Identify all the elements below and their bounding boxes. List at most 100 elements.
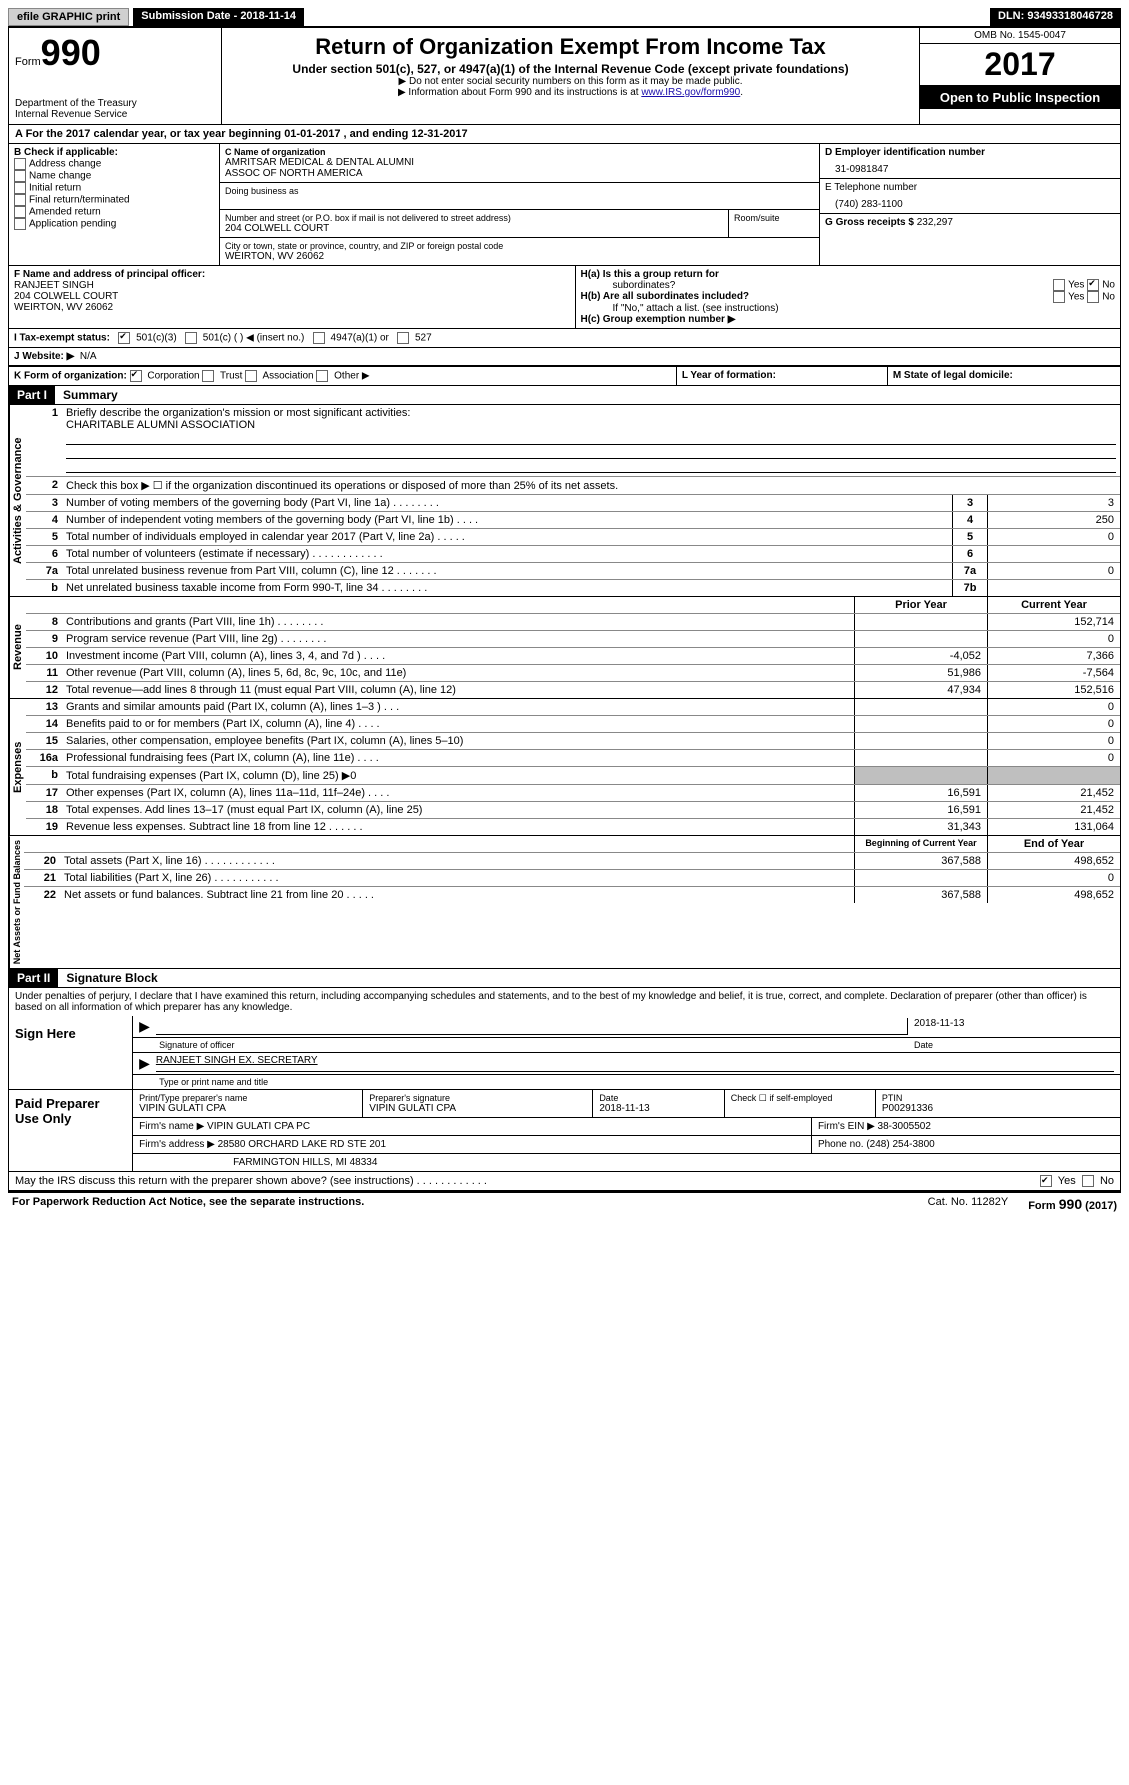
may-irs-no[interactable] [1082,1175,1094,1187]
table-row: 22Net assets or fund balances. Subtract … [24,887,1120,903]
revenue-block: Revenue Prior Year Current Year 8Contrib… [8,597,1121,699]
table-row: 8Contributions and grants (Part VIII, li… [26,614,1120,631]
hc-label: H(c) Group exemption number ▶ [581,314,736,325]
gov-row: 4Number of independent voting members of… [26,512,1120,529]
prior-year-header: Prior Year [854,597,987,613]
year-formation-label: L Year of formation: [682,370,776,381]
room-label: Room/suite [734,213,814,223]
prep-name-label: Print/Type preparer's name [139,1093,356,1103]
ha-label: H(a) Is this a group return for [581,269,719,280]
officer-name: RANJEET SINGH [14,280,570,291]
paperwork-notice: For Paperwork Reduction Act Notice, see … [12,1196,908,1212]
phone-label: E Telephone number [825,182,1115,193]
section-bcd: B Check if applicable: Address change Na… [8,144,1121,266]
may-irs-yes[interactable] [1040,1175,1052,1187]
sig-date: 2018-11-13 [907,1018,1114,1035]
prep-name: VIPIN GULATI CPA [139,1103,356,1114]
table-row: 13Grants and similar amounts paid (Part … [26,699,1120,716]
part1-title: Summary [55,386,1120,404]
officer-addr2: WEIRTON, WV 26062 [14,302,570,313]
current-year-header: Current Year [987,597,1120,613]
firm-addr1: 28580 ORCHARD LAKE RD STE 201 [218,1139,386,1150]
sign-here-label: Sign Here [9,1016,133,1089]
tax-year: 2017 [920,44,1120,86]
part1-header: Part I Summary [8,386,1121,405]
netassets-block: Net Assets or Fund Balances Beginning of… [8,836,1121,969]
dept-treasury: Department of the Treasury [15,98,215,109]
governance-label: Activities & Governance [9,405,26,596]
irs-link[interactable]: www.IRS.gov/form990 [641,87,740,98]
prep-sig-label: Preparer's signature [369,1093,586,1103]
org-name-1: AMRITSAR MEDICAL & DENTAL ALUMNI [225,157,814,168]
cb-trust[interactable] [202,370,214,382]
org-name-2: ASSOC OF NORTH AMERICA [225,168,814,179]
dln-number: DLN: 93493318046728 [990,8,1121,26]
table-row: 21Total liabilities (Part X, line 26) . … [24,870,1120,887]
mission-value: CHARITABLE ALUMNI ASSOCIATION [66,419,1116,431]
section-f: F Name and address of principal officer:… [9,266,576,328]
checkbox-initial-return[interactable] [14,182,26,194]
website-label: J Website: ▶ [14,351,74,362]
signature-block: Under penalties of perjury, I declare th… [8,988,1121,1090]
preparer-block: Paid Preparer Use Only Print/Type prepar… [8,1090,1121,1172]
omb-number: OMB No. 1545-0047 [920,28,1120,44]
arrow-icon: ▶ [139,1018,150,1035]
hb-no[interactable] [1087,291,1099,303]
table-row: 17Other expenses (Part IX, column (A), l… [26,785,1120,802]
ptin-value: P00291336 [882,1103,1114,1114]
firm-addr-label: Firm's address ▶ [139,1139,215,1150]
cb-501c3[interactable] [118,332,130,344]
section-a-taxyear: A For the 2017 calendar year, or tax yea… [8,125,1121,144]
governance-block: Activities & Governance 1 Briefly descri… [8,405,1121,597]
cb-527[interactable] [397,332,409,344]
table-row: 12Total revenue—add lines 8 through 11 (… [26,682,1120,698]
efile-print-button[interactable]: efile GRAPHIC print [8,8,129,26]
form-number: 990 [41,32,101,73]
org-name-label: C Name of organization [225,147,814,157]
ha-yes[interactable] [1053,279,1065,291]
dba-label: Doing business as [225,186,814,196]
firm-name: VIPIN GULATI CPA PC [207,1121,310,1132]
ein-label: D Employer identification number [825,147,1115,158]
gov-row: 3Number of voting members of the governi… [26,495,1120,512]
date-label: Date [914,1040,1114,1050]
gross-label: G Gross receipts $ [825,217,914,228]
form-label: Form [15,56,41,68]
may-irs-question: May the IRS discuss this return with the… [15,1175,1040,1187]
cb-other[interactable] [316,370,328,382]
sig-officer-label: Signature of officer [159,1040,914,1050]
checkbox-amended[interactable] [14,206,26,218]
form-header: Form990 Department of the Treasury Inter… [8,26,1121,125]
checkbox-name-change[interactable] [14,170,26,182]
phone-value: (740) 283-1100 [825,193,1115,210]
gross-value: 232,297 [917,217,953,228]
section-h: H(a) Is this a group return for subordin… [576,266,1121,328]
website-value: N/A [80,351,97,362]
street-label: Number and street (or P.O. box if mail i… [225,213,723,223]
street-value: 204 COLWELL COURT [225,223,723,234]
cb-501c[interactable] [185,332,197,344]
firm-ein-label: Firm's EIN ▶ [818,1121,875,1132]
prep-date-label: Date [599,1093,717,1103]
city-value: WEIRTON, WV 26062 [225,251,814,262]
cb-4947[interactable] [313,332,325,344]
checkbox-address-change[interactable] [14,158,26,170]
checkbox-application-pending[interactable] [14,218,26,230]
part2-num: Part II [9,969,58,987]
cb-corp[interactable] [130,370,142,382]
state-domicile-label: M State of legal domicile: [893,370,1013,381]
hb-note: If "No," attach a list. (see instruction… [581,303,1116,314]
prep-date: 2018-11-13 [599,1103,717,1114]
section-b: B Check if applicable: Address change Na… [9,144,220,265]
gov-row: bNet unrelated business taxable income f… [26,580,1120,596]
officer-print-name: RANJEET SINGH EX. SECRETARY [156,1055,1114,1072]
checkbox-final-return[interactable] [14,194,26,206]
perjury-statement: Under penalties of perjury, I declare th… [9,988,1120,1016]
officer-label: F Name and address of principal officer: [14,269,570,280]
section-j: J Website: ▶ N/A [8,348,1121,367]
irs-label: Internal Revenue Service [15,109,215,120]
netassets-label: Net Assets or Fund Balances [9,836,24,968]
ha-no[interactable] [1087,279,1099,291]
hb-yes[interactable] [1053,291,1065,303]
cb-assoc[interactable] [245,370,257,382]
